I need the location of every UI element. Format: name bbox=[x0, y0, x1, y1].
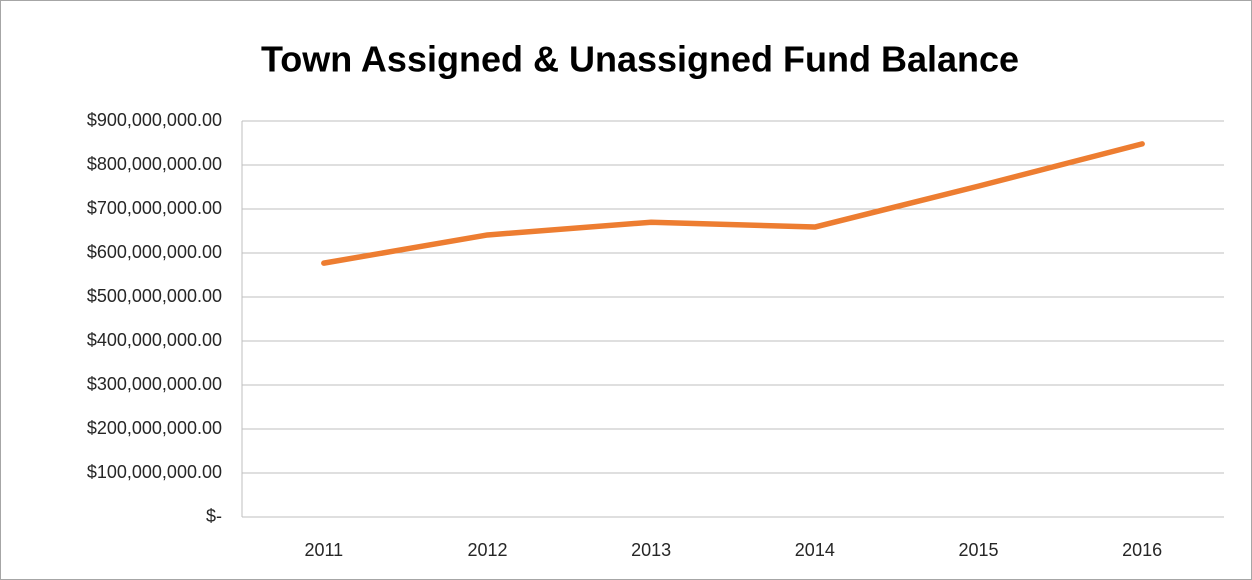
x-tick-label: 2011 bbox=[304, 540, 343, 560]
y-tick-label: $- bbox=[206, 506, 222, 526]
y-tick-label: $700,000,000.00 bbox=[87, 198, 222, 218]
y-tick-label: $500,000,000.00 bbox=[87, 286, 222, 306]
x-tick-label: 2013 bbox=[631, 540, 671, 560]
y-tick-label: $300,000,000.00 bbox=[87, 374, 222, 394]
y-tick-label: $900,000,000.00 bbox=[87, 110, 222, 130]
y-tick-label: $100,000,000.00 bbox=[87, 462, 222, 482]
x-tick-label: 2012 bbox=[467, 540, 507, 560]
y-tick-label: $400,000,000.00 bbox=[87, 330, 222, 350]
y-tick-label: $800,000,000.00 bbox=[87, 154, 222, 174]
chart-title: Town Assigned & Unassigned Fund Balance bbox=[261, 39, 1019, 80]
data-line bbox=[321, 141, 1145, 266]
x-tick-label: 2015 bbox=[958, 540, 998, 560]
y-tick-label: $200,000,000.00 bbox=[87, 418, 222, 438]
x-tick-label: 2016 bbox=[1122, 540, 1162, 560]
y-tick-label: $600,000,000.00 bbox=[87, 242, 222, 262]
x-tick-label: 2014 bbox=[795, 540, 835, 560]
